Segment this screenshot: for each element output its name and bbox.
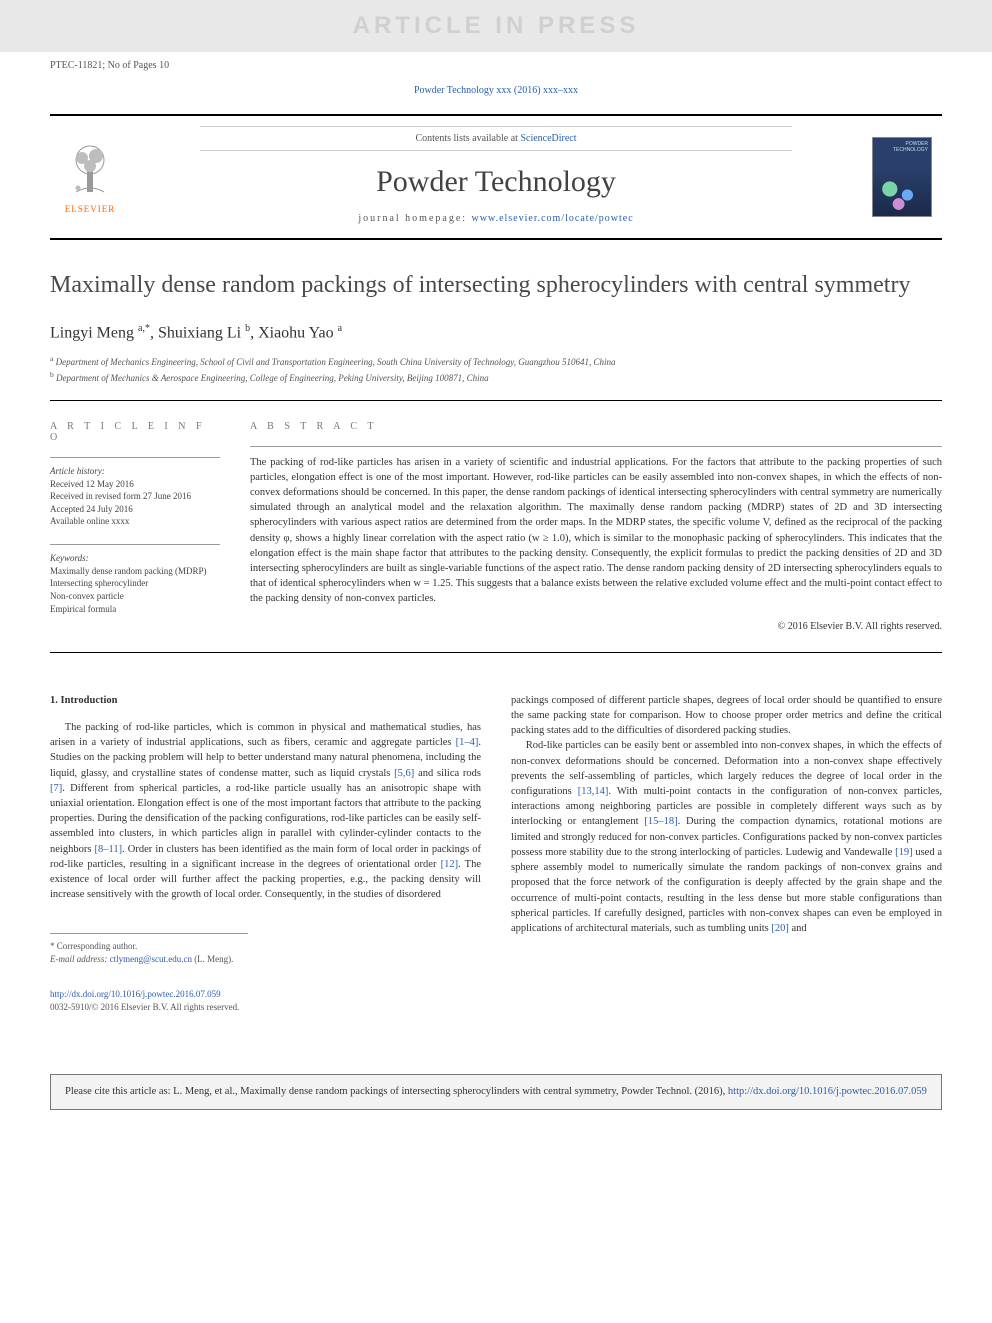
- contents-line: Contents lists available at ScienceDirec…: [200, 126, 792, 151]
- ref-link[interactable]: [1–4]: [456, 737, 479, 748]
- ref-link[interactable]: [15–18]: [644, 816, 677, 827]
- journal-header: ELSEVIER Contents lists available at Sci…: [50, 114, 942, 240]
- abstract-col: A B S T R A C T The packing of rod-like …: [250, 421, 942, 632]
- page-content: PTEC-11821; No of Pages 10 Powder Techno…: [0, 52, 992, 1044]
- corresponding-email-link[interactable]: ctlymeng@scut.edu.cn: [110, 954, 192, 964]
- doc-id-meta: PTEC-11821; No of Pages 10: [50, 52, 942, 75]
- history-line: Received 12 May 2016: [50, 478, 220, 491]
- history-line: Received in revised form 27 June 2016: [50, 490, 220, 503]
- issn-copyright-line: 0032-5910/© 2016 Elsevier B.V. All right…: [50, 1001, 481, 1014]
- article-title: Maximally dense random packings of inter…: [50, 270, 942, 301]
- corresponding-author-note: * Corresponding author.: [50, 940, 248, 953]
- ref-link[interactable]: [20]: [771, 923, 789, 934]
- affiliation-line: a Department of Mechanics Engineering, S…: [50, 353, 942, 370]
- citation-doi-link[interactable]: http://dx.doi.org/10.1016/j.powtec.2016.…: [728, 1086, 927, 1097]
- email-label: E-mail address:: [50, 954, 110, 964]
- ref-link[interactable]: [5,6]: [394, 768, 414, 779]
- sciencedirect-link[interactable]: ScienceDirect: [520, 133, 576, 144]
- history-block: Article history: Received 12 May 2016Rec…: [50, 457, 220, 528]
- ref-link[interactable]: [8–11]: [94, 844, 122, 855]
- footnotes: * Corresponding author. E-mail address: …: [50, 933, 248, 966]
- affiliation-line: b Department of Mechanics & Aerospace En…: [50, 369, 942, 386]
- article-in-press-banner: ARTICLE IN PRESS: [0, 0, 992, 52]
- col2-para-1: packings composed of different particle …: [511, 693, 942, 739]
- journal-homepage-line: journal homepage: www.elsevier.com/locat…: [140, 213, 852, 224]
- email-name-suffix: (L. Meng).: [192, 954, 234, 964]
- homepage-prefix: journal homepage:: [358, 213, 471, 224]
- col2-para-2: Rod-like particles can be easily bent or…: [511, 738, 942, 936]
- keyword-line: Intersecting spherocylinder: [50, 577, 220, 590]
- keyword-line: Non-convex particle: [50, 590, 220, 603]
- body-columns: 1. Introduction The packing of rod-like …: [50, 693, 942, 1014]
- intro-para-1: The packing of rod-like particles, which…: [50, 720, 481, 903]
- top-citation: Powder Technology xxx (2016) xxx–xxx: [50, 75, 942, 114]
- ref-link[interactable]: [13,14]: [578, 786, 609, 797]
- body-col-right: packings composed of different particle …: [511, 693, 942, 1014]
- history-line: Available online xxxx: [50, 515, 220, 528]
- doi-block: http://dx.doi.org/10.1016/j.powtec.2016.…: [50, 988, 481, 1014]
- ref-link[interactable]: [7]: [50, 783, 62, 794]
- journal-homepage-link[interactable]: www.elsevier.com/locate/powtec: [472, 213, 634, 224]
- info-abstract-row: A R T I C L E I N F O Article history: R…: [50, 401, 942, 652]
- article-info-label: A R T I C L E I N F O: [50, 421, 220, 443]
- intro-heading: 1. Introduction: [50, 693, 481, 708]
- journal-header-center: Contents lists available at ScienceDirec…: [130, 116, 862, 238]
- doi-link[interactable]: http://dx.doi.org/10.1016/j.powtec.2016.…: [50, 989, 221, 999]
- abstract-label: A B S T R A C T: [250, 421, 942, 432]
- abstract-copyright: © 2016 Elsevier B.V. All rights reserved…: [250, 621, 942, 632]
- ref-link[interactable]: [19]: [895, 847, 913, 858]
- top-citation-link[interactable]: Powder Technology xxx (2016) xxx–xxx: [414, 85, 578, 96]
- keyword-line: Maximally dense random packing (MDRP): [50, 565, 220, 578]
- affiliations: a Department of Mechanics Engineering, S…: [50, 353, 942, 386]
- keywords-block: Keywords: Maximally dense random packing…: [50, 544, 220, 615]
- publisher-name: ELSEVIER: [65, 204, 116, 214]
- article-info-col: A R T I C L E I N F O Article history: R…: [50, 421, 250, 632]
- body-col-left: 1. Introduction The packing of rod-like …: [50, 693, 481, 1014]
- ref-link[interactable]: [12]: [441, 859, 459, 870]
- contents-prefix: Contents lists available at: [415, 133, 520, 144]
- history-label: Article history:: [50, 466, 220, 476]
- abstract-text: The packing of rod-like particles has ar…: [250, 446, 942, 607]
- journal-name: Powder Technology: [140, 165, 852, 199]
- citation-prefix: Please cite this article as: L. Meng, et…: [65, 1086, 728, 1097]
- keywords-label: Keywords:: [50, 553, 220, 563]
- keyword-line: Empirical formula: [50, 603, 220, 616]
- journal-cover-cell: [862, 116, 942, 238]
- history-line: Accepted 24 July 2016: [50, 503, 220, 516]
- please-cite-box: Please cite this article as: L. Meng, et…: [50, 1074, 942, 1111]
- authors: Lingyi Meng a,*, Shuixiang Li b, Xiaohu …: [50, 323, 942, 342]
- publisher-logo-cell: ELSEVIER: [50, 116, 130, 238]
- journal-cover-thumbnail: [872, 137, 932, 217]
- elsevier-tree-icon: [60, 140, 120, 200]
- email-line: E-mail address: ctlymeng@scut.edu.cn (L.…: [50, 953, 248, 966]
- rule-bottom: [50, 652, 942, 653]
